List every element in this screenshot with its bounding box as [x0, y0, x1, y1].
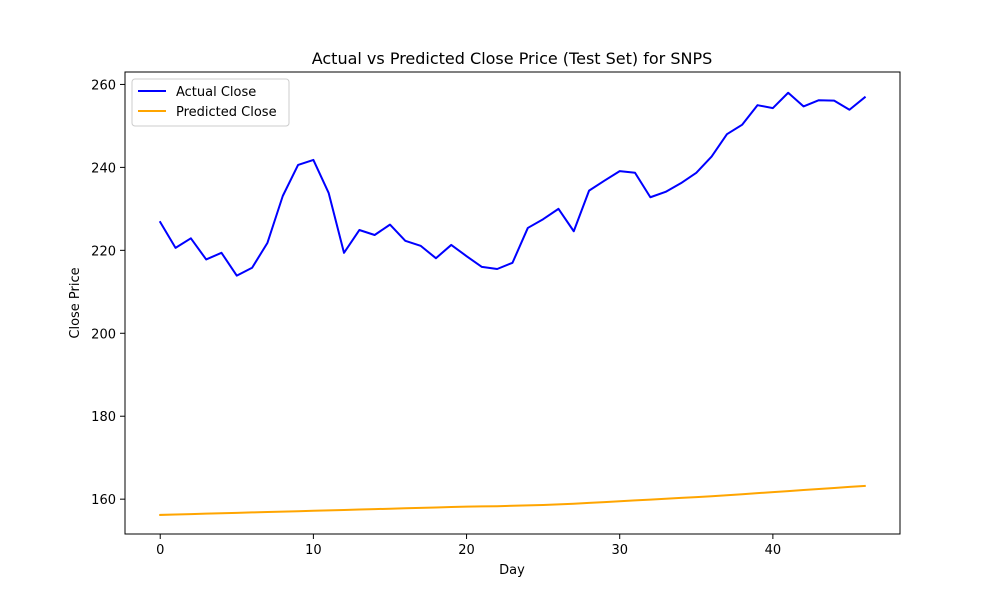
- legend-label-actual-close: Actual Close: [176, 85, 256, 100]
- y-tick-label: 220: [91, 244, 116, 259]
- plot-lines: [158, 91, 867, 516]
- y-axis-ticks: 160 180 200 220 240 260: [91, 78, 125, 508]
- x-tick-label: 30: [611, 543, 628, 558]
- series-line-predicted-close: [159, 484, 866, 516]
- x-tick-label: 10: [305, 543, 322, 558]
- y-tick-label: 240: [91, 161, 116, 176]
- plot-area-frame: [124, 71, 901, 535]
- x-axis-label: Day: [499, 563, 525, 578]
- y-tick-label: 200: [91, 327, 116, 342]
- chart-title: Actual vs Predicted Close Price (Test Se…: [312, 49, 713, 68]
- x-tick-label: 0: [156, 543, 164, 558]
- y-axis-label: Close Price: [68, 267, 83, 338]
- y-tick-label: 260: [91, 78, 116, 93]
- y-tick-label: 160: [91, 493, 116, 508]
- y-tick-label: 180: [91, 410, 116, 425]
- legend-label-predicted-close: Predicted Close: [176, 105, 277, 120]
- legend: Actual Close Predicted Close: [131, 78, 290, 127]
- x-axis-ticks: 0 10 20 30 40: [156, 534, 781, 558]
- x-tick-label: 40: [765, 543, 782, 558]
- x-tick-label: 20: [458, 543, 475, 558]
- series-line-actual-close: [158, 91, 867, 277]
- legend-box: [131, 78, 290, 127]
